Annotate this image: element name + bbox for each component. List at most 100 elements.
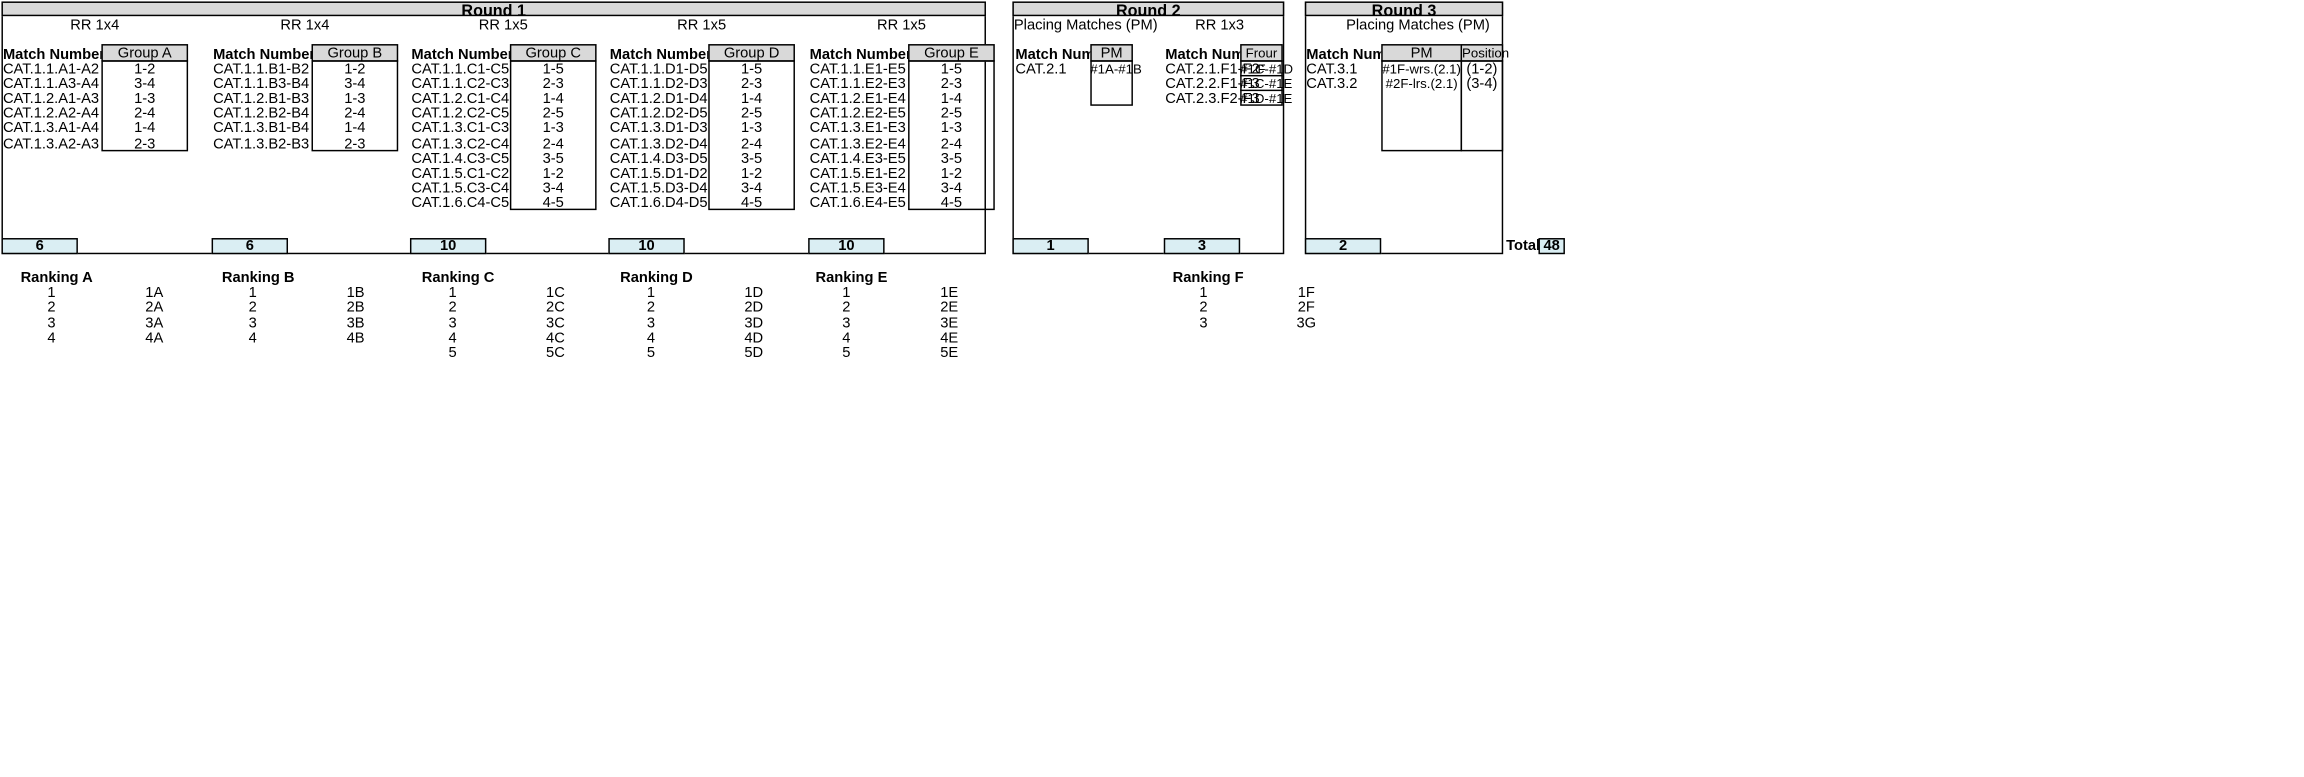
- match-pair: 1-3: [134, 91, 156, 108]
- position-value: (1-2): [1466, 61, 1498, 78]
- ranking-code: 4D: [744, 330, 764, 347]
- match-value: #1C-#1D: [1240, 61, 1294, 77]
- ranking-code: 1E: [940, 285, 959, 302]
- ranking-code: 1C: [546, 285, 565, 302]
- group-format-label: RR 1x4: [70, 17, 120, 34]
- match-pair: 4-5: [940, 195, 963, 212]
- ranking-code: 4A: [145, 330, 164, 347]
- ranking-place: 2: [646, 300, 656, 317]
- ranking-code: 2B: [346, 300, 365, 317]
- ranking-title: Ranking C: [421, 270, 495, 287]
- ranking-code: 1D: [744, 285, 764, 302]
- match-pair: 3-4: [542, 180, 564, 197]
- match-number: CAT.1.2.B2-B4: [213, 106, 310, 123]
- ranking-place: 3: [448, 315, 457, 332]
- match-pair: 1-4: [542, 91, 564, 108]
- ranking-place: 1: [47, 285, 56, 302]
- round3-title: Round 3: [1304, 1, 1504, 21]
- match-number: CAT.1.4.C3-C5: [411, 150, 510, 167]
- match-number: CAT.1.6.D4-D5: [609, 195, 708, 212]
- match-pair: 2-4: [940, 135, 963, 153]
- match-pair: 1-5: [740, 61, 763, 78]
- match-number: CAT.1.2.A2-A4: [2, 106, 100, 123]
- grand-total-label: Total: [1506, 238, 1541, 255]
- round2-pm-match: CAT.2.1: [1015, 61, 1067, 78]
- ranking-place: 3: [248, 315, 257, 332]
- match-number: CAT.1.1.B3-B4: [213, 76, 310, 93]
- pm-value: #1F-wrs.(2.1): [1382, 61, 1461, 77]
- round2-pm-box: [1090, 60, 1133, 106]
- match-pair: 1-5: [542, 61, 564, 78]
- match-pair: 2-3: [940, 76, 963, 93]
- match-pair: 1-5: [940, 61, 963, 78]
- group-header: Group C: [509, 44, 597, 62]
- ranking-code: 4E: [940, 330, 959, 347]
- round3-pm-header: PM: [1381, 44, 1463, 62]
- row-divider: [1240, 75, 1283, 77]
- ranking-place: 2: [1199, 300, 1208, 317]
- match-pair: 3-4: [344, 76, 366, 93]
- group-header: Group D: [708, 44, 795, 62]
- match-pair: 1-3: [344, 91, 366, 108]
- round3-position-box: [1460, 60, 1504, 152]
- group-header: Group E: [908, 44, 995, 62]
- match-number-header: Match Number: [213, 47, 316, 64]
- round3-position-header: Position: [1460, 44, 1510, 62]
- round2-pm-total: 1: [1012, 238, 1089, 255]
- match-number: CAT.1.1.C1-C5: [411, 61, 510, 78]
- match-number: CAT.1.5.E1-E2: [809, 165, 906, 182]
- round2-frame: [1012, 1, 1285, 255]
- match-value: #1D-#1E: [1240, 91, 1293, 107]
- match-number: CAT.1.1.B1-B2: [213, 61, 310, 78]
- round2-pm-value: #1A-#1B: [1090, 61, 1142, 77]
- ranking-code: 1B: [346, 285, 365, 302]
- ranking-code: 5C: [546, 345, 565, 362]
- match-pair: 3-4: [940, 180, 963, 197]
- match-number: CAT.1.1.E2-E3: [809, 76, 906, 93]
- group-header: Group B: [311, 44, 399, 62]
- match-number: CAT.1.5.C3-C4: [411, 180, 510, 197]
- match-number: CAT.1.3.A1-A4: [2, 121, 100, 138]
- match-number: CAT.1.1.C2-C3: [411, 76, 510, 93]
- ranking-place: 4: [248, 330, 257, 347]
- match-number: CAT.1.2.E1-E4: [809, 91, 906, 108]
- round2-pm-label: Placing Matches (PM): [1013, 17, 1158, 34]
- match-pair: 3-4: [740, 180, 763, 197]
- match-pair: 1-4: [344, 121, 366, 138]
- match-number-header: Match Number: [2, 47, 105, 64]
- match-number: CAT.1.2.C1-C4: [411, 91, 510, 108]
- group-pairs-box: [509, 60, 597, 211]
- ranking-code: 1F: [1297, 285, 1315, 302]
- group-pairs-box: [708, 60, 795, 211]
- match-number: CAT.1.2.C2-C5: [411, 106, 510, 123]
- match-number: CAT.2.3.F2-F3: [1165, 91, 1260, 108]
- match-number: CAT.1.6.C4-C5: [411, 195, 510, 212]
- match-pair: 1-2: [134, 61, 156, 78]
- match-number: CAT.1.4.D3-D5: [609, 150, 708, 167]
- match-number: CAT.1.2.E2-E5: [809, 106, 906, 123]
- ranking-code: 2C: [546, 300, 565, 317]
- ranking-code: 3E: [940, 315, 959, 332]
- ranking-code: 2F: [1297, 300, 1315, 317]
- ranking-place: 3: [842, 315, 851, 332]
- match-number: CAT.1.2.D1-D4: [609, 91, 708, 108]
- ranking-place: 4: [448, 330, 457, 347]
- match-number: CAT.1.3.A2-A3: [2, 135, 100, 153]
- match-pair: 2-4: [134, 106, 156, 123]
- match-pair: 4-5: [542, 195, 564, 212]
- ranking-place: 1: [448, 285, 457, 302]
- match-pair: 3-5: [940, 150, 963, 167]
- match-number-header: Match Number: [411, 47, 514, 64]
- round2-rr-total: 3: [1163, 238, 1241, 255]
- ranking-place: 1: [1199, 285, 1208, 302]
- match-number: CAT.1.5.D1-D2: [609, 165, 708, 182]
- match-number: CAT.1.1.E1-E5: [809, 61, 906, 78]
- match-pair: 1-3: [940, 121, 963, 138]
- match-pair: 3-4: [134, 76, 156, 93]
- ranking-place: 4: [842, 330, 851, 347]
- ranking-code: 5E: [940, 345, 959, 362]
- match-pair: 2-5: [542, 106, 564, 123]
- group-total: 10: [608, 238, 685, 255]
- round2-rr-label: RR 1x3: [1195, 17, 1245, 34]
